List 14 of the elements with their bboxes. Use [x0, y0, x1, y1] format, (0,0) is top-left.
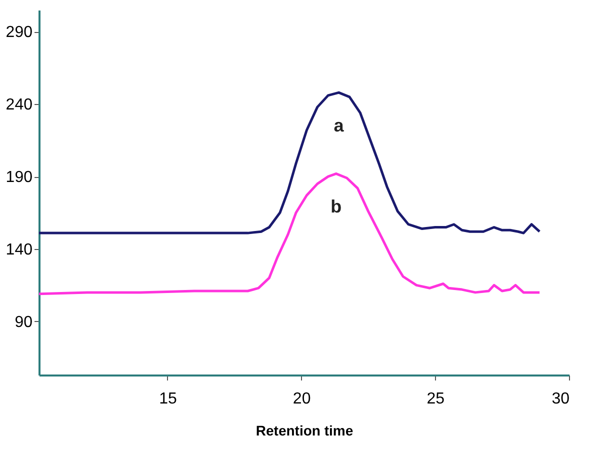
line-series	[39, 91, 541, 234]
y-tick-label: 140	[6, 241, 33, 258]
x-tick-label: 25	[426, 390, 445, 408]
series-label: b	[330, 196, 342, 217]
x-axis-title: Retention time	[256, 422, 354, 438]
series-label: a	[334, 116, 345, 136]
y-tick-label: 90	[14, 314, 33, 331]
x-tick-label: 15	[159, 390, 177, 408]
x-tick-label: 30	[552, 390, 570, 408]
y-tick-label: 290	[6, 24, 33, 42]
y-tick-label: 240	[6, 96, 33, 114]
y-tick-label: 190	[6, 169, 33, 186]
x-tick-label: 20	[292, 390, 311, 408]
line-series	[39, 172, 541, 296]
